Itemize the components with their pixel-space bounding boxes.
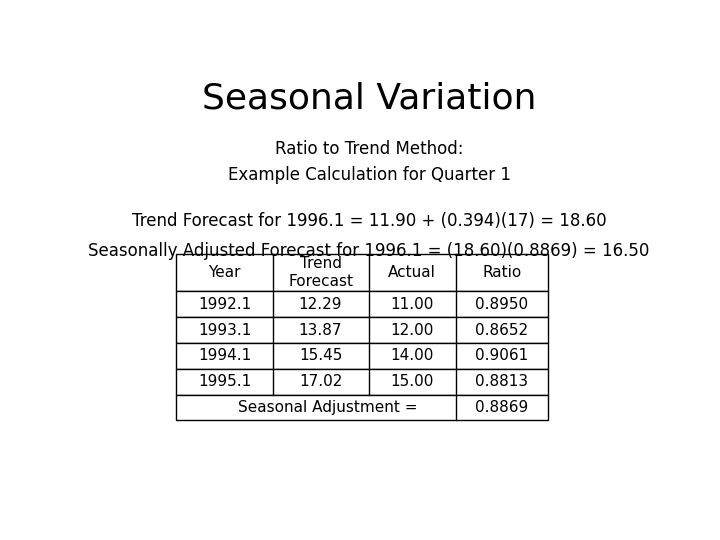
Text: Year: Year [208,265,240,280]
Text: 1994.1: 1994.1 [198,348,251,363]
Text: 0.8950: 0.8950 [475,297,528,312]
Text: Trend Forecast for 1996.1 = 11.90 + (0.394)(17) = 18.60: Trend Forecast for 1996.1 = 11.90 + (0.3… [132,212,606,231]
Text: Seasonally Adjusted Forecast for 1996.1 = (18.60)(0.8869) = 16.50: Seasonally Adjusted Forecast for 1996.1 … [89,241,649,260]
Text: 11.00: 11.00 [390,297,434,312]
Bar [176,254,547,292]
Text: Ratio: Ratio [482,265,521,280]
Text: 12.00: 12.00 [390,322,434,338]
Text: 1995.1: 1995.1 [198,374,251,389]
Bar [176,369,547,395]
Text: 1992.1: 1992.1 [198,297,251,312]
Text: 0.9061: 0.9061 [475,348,528,363]
Text: 14.00: 14.00 [390,348,434,363]
Bar [176,343,547,369]
Text: Ratio to Trend Method:
Example Calculation for Quarter 1: Ratio to Trend Method: Example Calculati… [228,140,510,184]
Bar [176,317,547,343]
Bar [176,395,547,420]
Text: 0.8652: 0.8652 [475,322,528,338]
Text: 17.02: 17.02 [299,374,342,389]
Text: 1993.1: 1993.1 [198,322,251,338]
Text: 15.45: 15.45 [299,348,342,363]
Text: Seasonal Variation: Seasonal Variation [202,82,536,116]
Text: Trend
Forecast: Trend Forecast [288,256,353,289]
Text: 15.00: 15.00 [390,374,434,389]
Text: 0.8869: 0.8869 [475,400,528,415]
Text: 12.29: 12.29 [299,297,342,312]
Bar [176,292,547,317]
Text: Seasonal Adjustment =: Seasonal Adjustment = [238,400,417,415]
Text: 0.8813: 0.8813 [475,374,528,389]
Text: Actual: Actual [388,265,436,280]
Text: 13.87: 13.87 [299,322,342,338]
